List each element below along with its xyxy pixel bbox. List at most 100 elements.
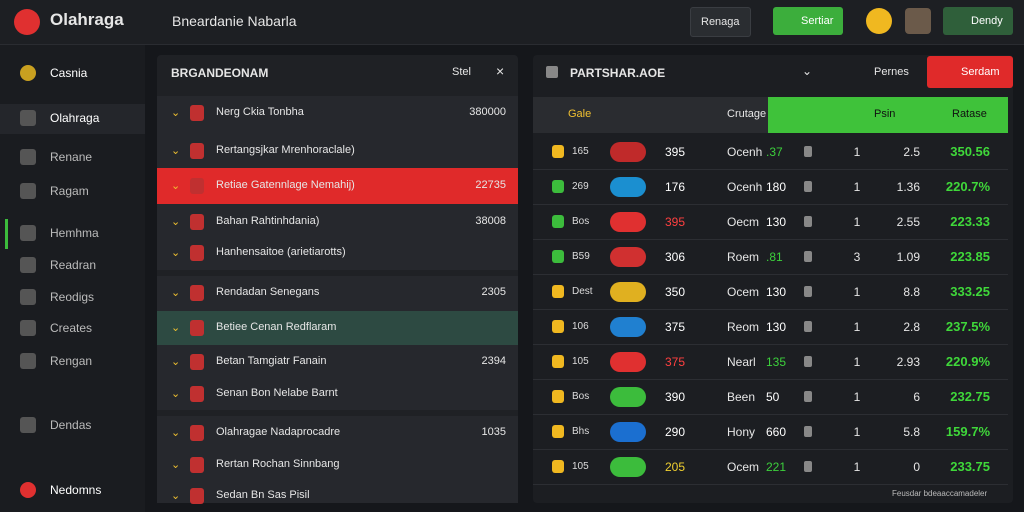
status-icon	[804, 146, 812, 157]
badge-text: B59	[572, 251, 590, 262]
status-icon	[804, 286, 812, 297]
sidebar-icon	[20, 353, 36, 369]
chevron[interactable]: ⌄	[171, 287, 181, 299]
count: 3	[853, 250, 861, 264]
percent[interactable]: 232.75	[950, 389, 990, 404]
button[interactable]: Dendy	[943, 7, 1013, 35]
team-icon	[190, 386, 204, 402]
column-header: Crutage	[727, 108, 767, 120]
odds[interactable]: 306	[665, 250, 686, 264]
percent[interactable]: 350.56	[950, 144, 990, 159]
sidebar-item[interactable]: Renane	[50, 150, 93, 164]
team-icon	[190, 488, 204, 504]
odds[interactable]: 290	[665, 425, 686, 439]
row-label[interactable]: Hanhensaitoe (arietiarotts)	[216, 246, 346, 258]
button[interactable]: Serdam	[927, 56, 1013, 88]
chevron[interactable]: ⌄	[171, 322, 181, 334]
ratio: 2.93	[896, 355, 920, 369]
chevron[interactable]: ⌄	[171, 459, 181, 471]
logo[interactable]: Olahraga	[50, 10, 124, 29]
team-logo	[610, 317, 646, 337]
icon	[546, 66, 558, 78]
row-divider	[533, 344, 1008, 345]
chevron[interactable]: ⌄	[171, 216, 181, 228]
row-label[interactable]: Bahan Rahtinhdania)	[216, 215, 320, 227]
team-icon	[190, 285, 204, 301]
score: 135	[766, 355, 787, 369]
percent[interactable]: 223.85	[950, 249, 990, 264]
row-label[interactable]: Sedan Bn Sas Pisil	[216, 489, 310, 501]
sidebar-item[interactable]: Casnia	[50, 66, 88, 80]
badge	[552, 215, 564, 228]
odds[interactable]: 375	[665, 355, 686, 369]
chevron[interactable]: ⌄	[171, 356, 181, 368]
status-icon	[804, 391, 812, 402]
percent[interactable]: 237.5%	[945, 319, 990, 334]
row-divider	[533, 379, 1008, 380]
percent[interactable]: 233.75	[950, 459, 990, 474]
odds[interactable]: 390	[665, 390, 686, 404]
sidebar-icon	[20, 110, 36, 126]
sidebar-icon	[20, 289, 36, 305]
score: .37	[766, 145, 783, 159]
score: 221	[766, 460, 787, 474]
sidebar-item[interactable]: Olahraga	[50, 111, 100, 125]
odds[interactable]: 395	[665, 215, 686, 229]
sidebar-item[interactable]: Creates	[50, 321, 93, 335]
sidebar-item[interactable]: Hemhma	[50, 226, 99, 240]
avatar[interactable]	[905, 8, 931, 34]
sidebar-icon	[20, 320, 36, 336]
odds[interactable]: 350	[665, 285, 686, 299]
button[interactable]: Pernes	[874, 66, 909, 78]
row-label[interactable]: Nerg Ckia Tonbha	[216, 106, 304, 118]
odds[interactable]: 176	[665, 180, 686, 194]
badge	[552, 355, 564, 368]
team-logo	[610, 212, 646, 232]
dropdown[interactable]: ⌄	[802, 64, 813, 78]
avatar[interactable]	[866, 8, 892, 34]
name: Nearl	[727, 355, 756, 369]
team-logo	[610, 282, 646, 302]
chevron[interactable]: ⌄	[171, 180, 181, 192]
team-icon	[190, 105, 204, 121]
button[interactable]: Renaga	[690, 7, 751, 37]
badge-text: 105	[572, 461, 589, 472]
percent[interactable]: 223.33	[950, 214, 990, 229]
close[interactable]: ×	[496, 63, 505, 79]
percent[interactable]: 220.9%	[945, 354, 990, 369]
button[interactable]: Sertiar	[773, 7, 844, 35]
status-icon	[804, 251, 812, 262]
chevron[interactable]: ⌄	[171, 490, 181, 502]
chevron[interactable]: ⌄	[171, 145, 181, 157]
row-label[interactable]: Betan Tamgiatr Fanain	[216, 355, 327, 367]
percent[interactable]: 333.25	[950, 284, 990, 299]
percent[interactable]: 220.7%	[945, 179, 990, 194]
row-label[interactable]: Rertan Rochan Sinnbang	[216, 458, 340, 470]
sidebar-item[interactable]: Reodigs	[50, 290, 95, 304]
odds[interactable]: 395	[665, 145, 686, 159]
sidebar-item[interactable]: Rengan	[50, 354, 93, 368]
sidebar-item[interactable]: Ragam	[50, 184, 89, 198]
search[interactable]: Stel	[452, 66, 471, 78]
sidebar-item[interactable]: Nedomns	[50, 483, 102, 497]
row-label[interactable]: Senan Bon Nelabe Barnt	[216, 387, 338, 399]
chevron[interactable]: ⌄	[171, 388, 181, 400]
odds[interactable]: 205	[665, 460, 686, 474]
chevron[interactable]: ⌄	[171, 107, 181, 119]
chevron[interactable]: ⌄	[171, 427, 181, 439]
sidebar-item[interactable]: Readran	[50, 258, 97, 272]
percent[interactable]: 159.7%	[945, 424, 990, 439]
badge-text: 106	[572, 321, 589, 332]
odds[interactable]: 375	[665, 320, 686, 334]
badge	[552, 180, 564, 193]
row-label[interactable]: Rendadan Senegans	[216, 286, 320, 298]
badge-text: Bhs	[572, 426, 590, 437]
chevron[interactable]: ⌄	[171, 247, 181, 259]
row-label[interactable]: Olahragae Nadaprocadre	[216, 426, 341, 438]
row-label[interactable]: Rertangsjkar Mrenhoraclale)	[216, 144, 355, 156]
row-divider	[533, 414, 1008, 415]
sidebar-item[interactable]: Dendas	[50, 418, 92, 432]
row-label[interactable]: Betiee Cenan Redflaram	[216, 321, 337, 333]
row-label[interactable]: Retiae Gatennlage Nemahij)	[216, 179, 355, 191]
